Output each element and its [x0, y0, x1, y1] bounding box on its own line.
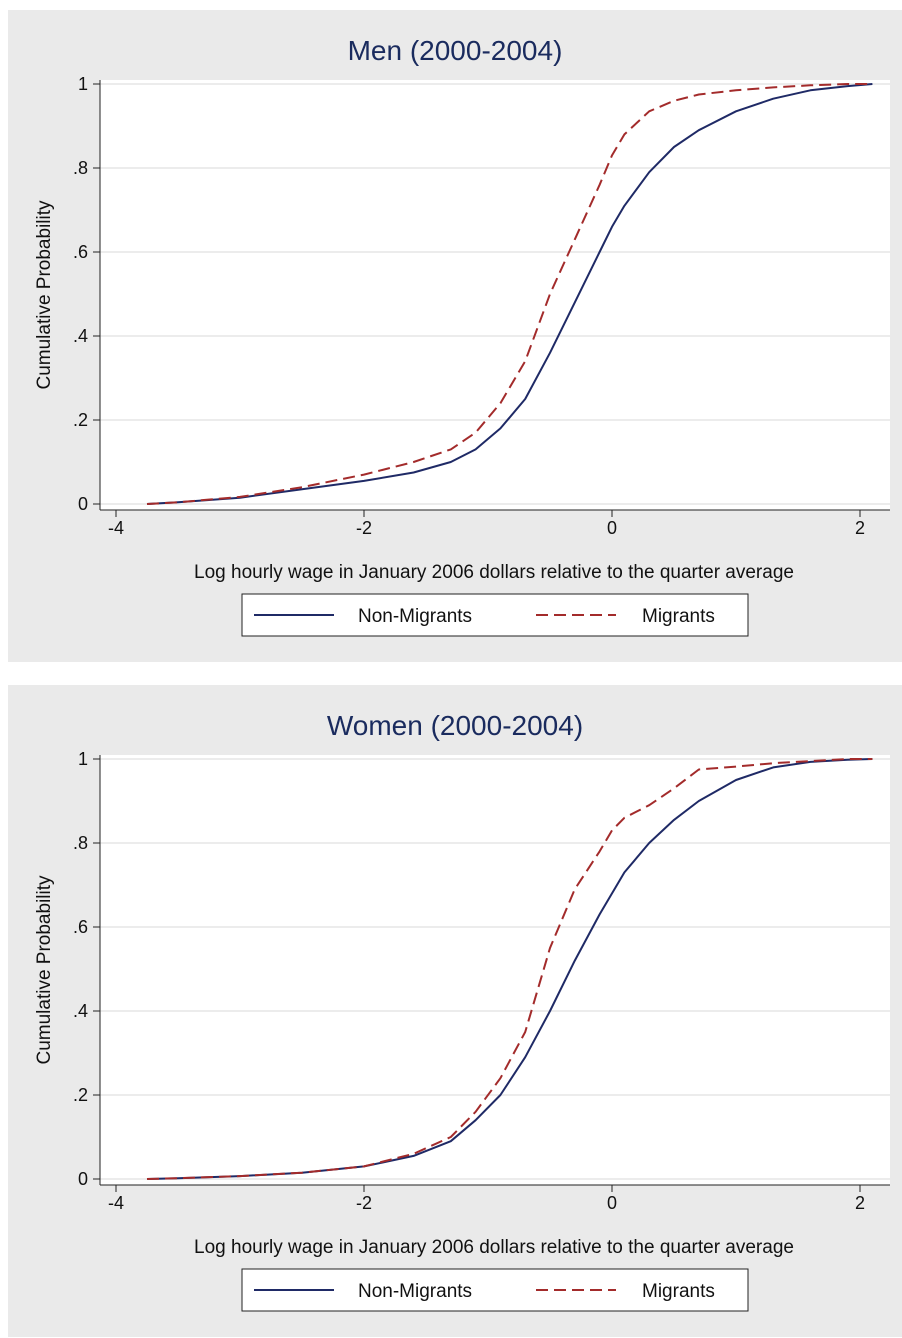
- legend-label: Migrants: [642, 1281, 715, 1302]
- y-tick-label: 1: [78, 749, 88, 769]
- x-tick-label: -4: [108, 1193, 124, 1213]
- chart-panel-women: Women (2000-2004) 0 .2 .4 .6 .8 1 -4 -2 0 2 Log hou…: [8, 685, 902, 1337]
- y-tick-label: .6: [73, 917, 88, 937]
- chart-title: Women (2000-2004): [327, 710, 583, 741]
- y-tick-label: .2: [73, 1085, 88, 1105]
- chart-title: Men (2000-2004): [348, 35, 563, 66]
- y-tick-label: .2: [73, 410, 88, 430]
- y-tick-label: 0: [78, 1169, 88, 1189]
- x-axis-label: Log hourly wage in January 2006 dollars …: [194, 1237, 794, 1258]
- x-tick-label: 0: [607, 1193, 617, 1213]
- legend-label: Migrants: [642, 606, 715, 627]
- y-tick-label: .6: [73, 242, 88, 262]
- chart-svg-men: Men (2000-2004) 0 .2 .4 .6 .8 1 -4 -2 0 2 Log hourl…: [34, 35, 890, 637]
- series-line-migrants: [146, 83, 873, 505]
- y-tick-label: .4: [73, 326, 88, 346]
- series-line-migrants: [146, 758, 873, 1180]
- legend-label: Non-Migrants: [358, 1281, 472, 1302]
- y-tick-label: .8: [73, 158, 88, 178]
- series-line-non-migrants: [146, 83, 873, 505]
- chart-panel-men: Men (2000-2004) 0 .2 .4 .6 .8 1 -4 -2 0 2 Log hourl…: [8, 10, 902, 662]
- x-tick-label: -4: [108, 518, 124, 538]
- y-tick-label: 0: [78, 494, 88, 514]
- plot-area: [100, 80, 890, 510]
- y-tick-label: .8: [73, 833, 88, 853]
- y-tick-label: .4: [73, 1001, 88, 1021]
- y-tick-label: 1: [78, 74, 88, 94]
- y-axis-label: Cumulative Probability: [34, 875, 55, 1065]
- legend-label: Non-Migrants: [358, 606, 472, 627]
- x-tick-label: -2: [356, 518, 372, 538]
- x-tick-label: 0: [607, 518, 617, 538]
- chart-svg-women: Women (2000-2004) 0 .2 .4 .6 .8 1 -4 -2 0 2 Log hou…: [34, 710, 890, 1312]
- x-tick-label: 2: [855, 1193, 865, 1213]
- y-axis-label: Cumulative Probability: [34, 200, 55, 390]
- series-line-non-migrants: [146, 758, 873, 1180]
- x-tick-label: 2: [855, 518, 865, 538]
- x-tick-label: -2: [356, 1193, 372, 1213]
- plot-area: [100, 755, 890, 1185]
- x-axis-label: Log hourly wage in January 2006 dollars …: [194, 562, 794, 583]
